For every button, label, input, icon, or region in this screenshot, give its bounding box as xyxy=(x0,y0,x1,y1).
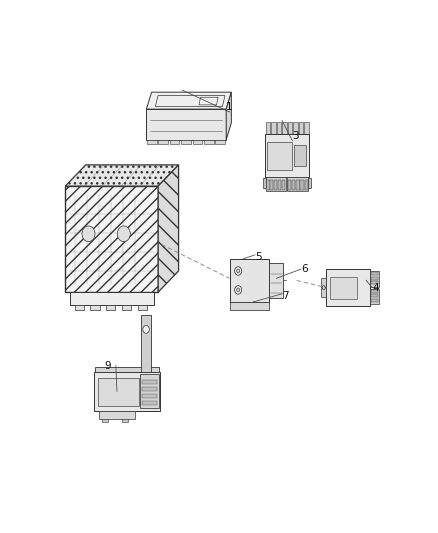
Text: 7: 7 xyxy=(282,291,289,301)
Circle shape xyxy=(237,288,240,292)
Text: 5: 5 xyxy=(255,252,262,262)
Polygon shape xyxy=(266,177,286,191)
Polygon shape xyxy=(371,298,378,302)
Polygon shape xyxy=(278,180,281,190)
Polygon shape xyxy=(293,122,298,134)
Polygon shape xyxy=(146,109,226,140)
Text: 4: 4 xyxy=(372,282,379,293)
Polygon shape xyxy=(215,140,225,144)
Circle shape xyxy=(82,226,95,241)
Polygon shape xyxy=(305,180,308,190)
Circle shape xyxy=(237,269,240,273)
Polygon shape xyxy=(193,140,202,144)
Polygon shape xyxy=(102,419,108,423)
Polygon shape xyxy=(122,305,131,310)
Polygon shape xyxy=(265,134,309,177)
Polygon shape xyxy=(269,263,283,298)
Polygon shape xyxy=(268,142,292,171)
Polygon shape xyxy=(277,122,281,134)
Text: 3: 3 xyxy=(293,131,299,141)
Polygon shape xyxy=(99,411,135,419)
Polygon shape xyxy=(300,180,304,190)
Polygon shape xyxy=(371,271,379,287)
Polygon shape xyxy=(270,180,273,190)
Text: 6: 6 xyxy=(301,264,307,274)
Circle shape xyxy=(117,226,130,241)
Polygon shape xyxy=(142,394,157,398)
Polygon shape xyxy=(296,180,300,190)
Polygon shape xyxy=(147,140,157,144)
Polygon shape xyxy=(292,180,295,190)
Polygon shape xyxy=(70,292,153,305)
Polygon shape xyxy=(274,180,277,190)
Polygon shape xyxy=(321,278,326,297)
Polygon shape xyxy=(326,269,371,306)
Polygon shape xyxy=(294,144,306,166)
Polygon shape xyxy=(226,92,231,140)
Polygon shape xyxy=(230,302,268,310)
Circle shape xyxy=(235,266,242,275)
Polygon shape xyxy=(287,177,308,191)
Polygon shape xyxy=(140,375,159,408)
Polygon shape xyxy=(288,122,292,134)
Text: 9: 9 xyxy=(104,361,111,370)
Polygon shape xyxy=(371,294,378,297)
Polygon shape xyxy=(288,180,291,190)
Polygon shape xyxy=(371,290,378,293)
Polygon shape xyxy=(282,180,285,190)
Polygon shape xyxy=(371,272,378,276)
Polygon shape xyxy=(330,277,357,298)
Circle shape xyxy=(143,326,149,333)
Polygon shape xyxy=(266,122,270,134)
Polygon shape xyxy=(204,140,214,144)
Polygon shape xyxy=(230,259,268,302)
Polygon shape xyxy=(94,372,160,411)
Polygon shape xyxy=(282,122,287,134)
Polygon shape xyxy=(181,140,191,144)
Polygon shape xyxy=(98,378,139,406)
Polygon shape xyxy=(65,186,158,292)
Polygon shape xyxy=(74,305,84,310)
Polygon shape xyxy=(159,140,168,144)
Polygon shape xyxy=(170,140,180,144)
Polygon shape xyxy=(65,165,179,186)
Polygon shape xyxy=(371,277,378,280)
Polygon shape xyxy=(299,122,304,134)
Polygon shape xyxy=(371,281,378,284)
Circle shape xyxy=(235,286,242,294)
Polygon shape xyxy=(266,180,269,190)
Polygon shape xyxy=(95,367,159,372)
Polygon shape xyxy=(308,178,311,188)
Polygon shape xyxy=(138,305,147,310)
Text: 1: 1 xyxy=(226,102,233,112)
Polygon shape xyxy=(371,289,379,304)
Polygon shape xyxy=(122,419,128,423)
Polygon shape xyxy=(304,122,309,134)
Polygon shape xyxy=(106,305,116,310)
Polygon shape xyxy=(141,315,151,372)
Polygon shape xyxy=(263,178,266,188)
Polygon shape xyxy=(142,381,157,384)
Polygon shape xyxy=(90,305,99,310)
Polygon shape xyxy=(146,92,231,109)
Polygon shape xyxy=(142,387,157,391)
Polygon shape xyxy=(142,401,157,405)
Polygon shape xyxy=(271,122,276,134)
Polygon shape xyxy=(158,165,179,292)
